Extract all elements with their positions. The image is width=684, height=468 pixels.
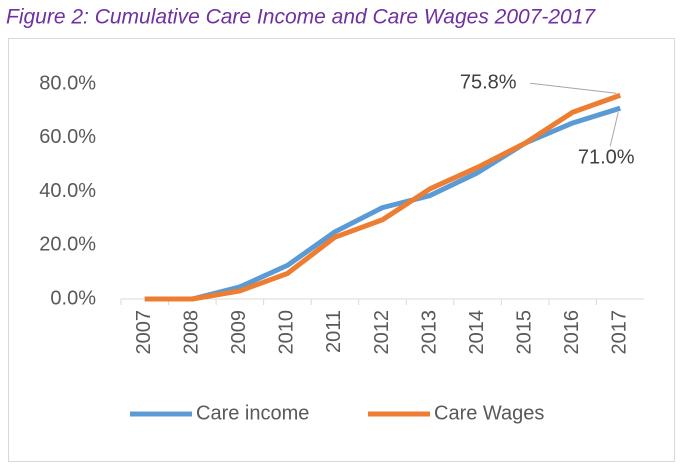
- x-tick-label: 2013: [418, 310, 440, 355]
- x-tick-label: 2012: [371, 310, 393, 355]
- data-label: 75.8%: [460, 72, 517, 94]
- y-tick-label: 0.0%: [50, 287, 96, 309]
- x-tick-label: 2011: [323, 310, 345, 353]
- x-tick-label: 2014: [466, 310, 488, 355]
- y-tick-label: 20.0%: [39, 234, 96, 256]
- y-tick-label: 80.0%: [39, 72, 96, 94]
- x-tick-label: 2016: [561, 310, 583, 355]
- legend-label: Care Wages: [434, 402, 544, 424]
- chart-title: Figure 2: Cumulative Care Income and Car…: [6, 6, 596, 29]
- chart-frame: [8, 38, 675, 462]
- x-tick-label: 2008: [181, 310, 203, 355]
- y-tick-label: 40.0%: [39, 180, 96, 202]
- x-tick-label: 2010: [276, 310, 298, 355]
- x-tick-label: 2007: [133, 310, 155, 355]
- legend-label: Care income: [196, 402, 309, 424]
- x-tick-label: 2015: [513, 310, 535, 355]
- leader-line: [530, 82, 617, 94]
- data-label: 71.0%: [578, 146, 635, 168]
- x-tick-label: 2009: [228, 310, 250, 355]
- y-tick-label: 60.0%: [39, 126, 96, 148]
- leader-line: [609, 112, 619, 147]
- series-line: [144, 92, 622, 302]
- x-tick-label: 2017: [609, 310, 631, 355]
- series-line: [144, 105, 621, 302]
